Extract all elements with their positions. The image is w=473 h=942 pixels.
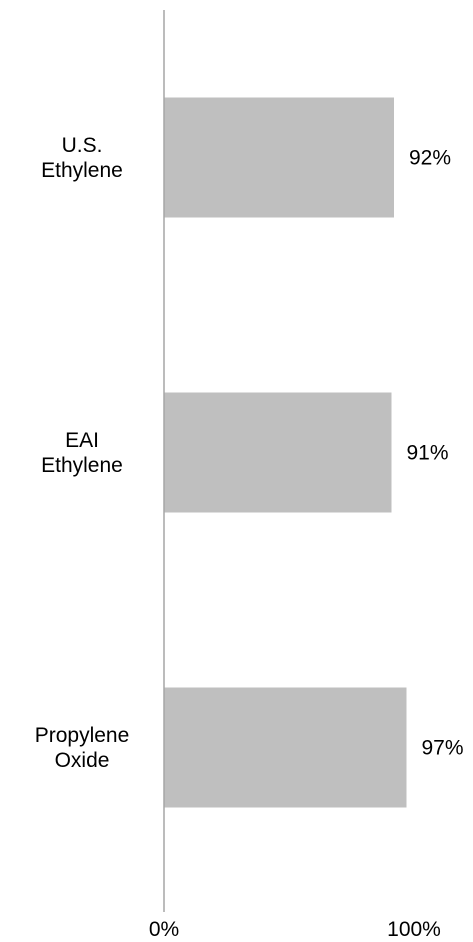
bar-2 [164, 687, 407, 808]
category-label-2: Propylene Oxide [35, 724, 130, 772]
x-tick-label-0: 0% [149, 918, 179, 941]
category-label-line: U.S. [62, 134, 103, 157]
value-label-2: 97% [422, 737, 464, 760]
bar-1 [164, 392, 392, 513]
category-label-line: EAI [65, 429, 99, 452]
value-label-1: 91% [407, 442, 449, 465]
category-label-line: Propylene [35, 724, 130, 747]
bars-group [164, 97, 407, 808]
category-label-1: EAI Ethylene [41, 429, 123, 477]
category-label-line: Ethylene [41, 159, 123, 182]
category-label-line: Ethylene [41, 454, 123, 477]
value-label-0: 92% [409, 147, 451, 170]
value-labels-group: 92% 91% 97% [407, 147, 464, 760]
category-label-0: U.S. Ethylene [41, 134, 123, 182]
bar-0 [164, 97, 394, 218]
category-label-line: Oxide [55, 749, 110, 772]
x-tick-label-1: 100% [387, 918, 441, 941]
x-tick-labels-group: 0% 100% [149, 918, 441, 941]
